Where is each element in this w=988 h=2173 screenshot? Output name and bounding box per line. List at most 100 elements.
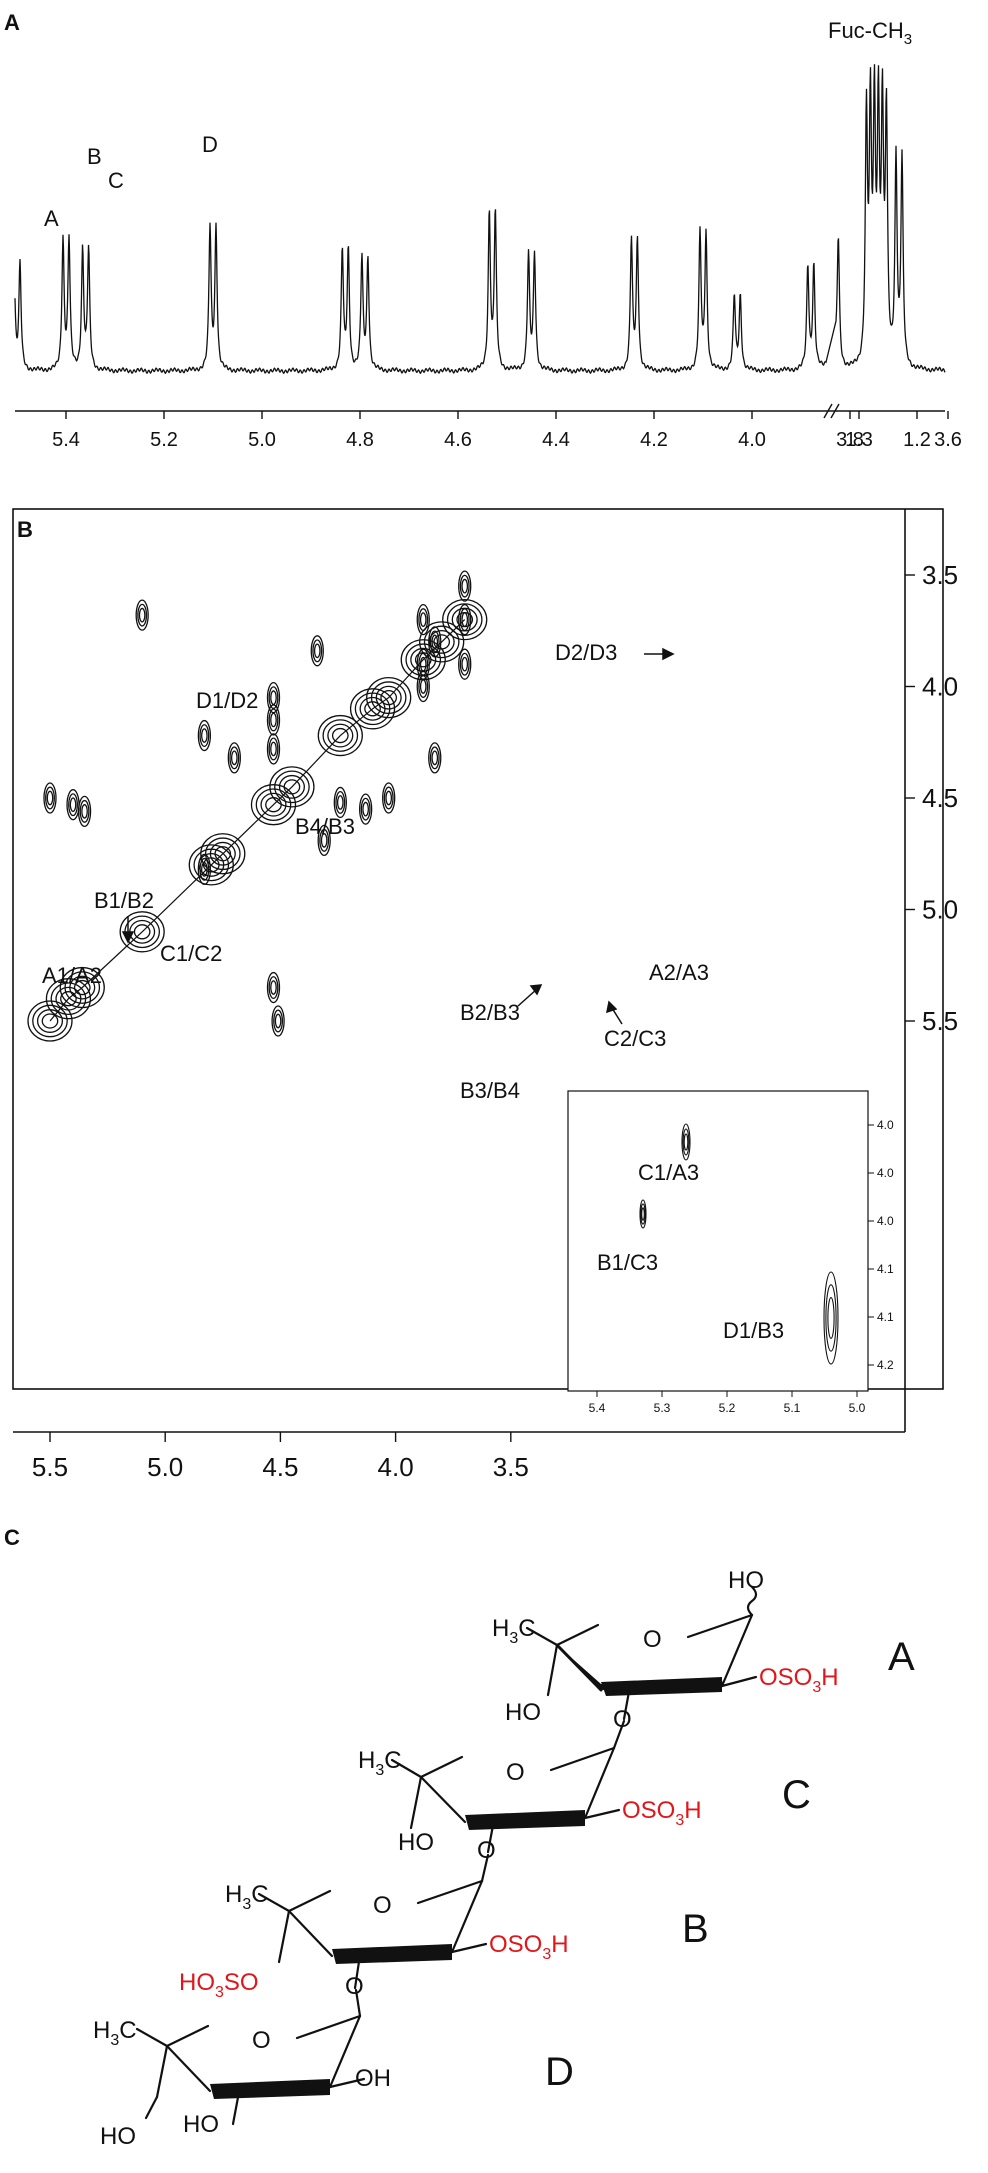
cross-peak xyxy=(227,742,241,774)
inset-y-tick-label: 4.1 xyxy=(877,1262,894,1276)
ring-oxygen: O xyxy=(252,2027,271,2054)
peak-label-d: D xyxy=(202,132,218,157)
panel-b-annotations: D1/D2 D2/D3 B4/B3 B1/B2 A1/A2 C1/C2 A2/A… xyxy=(42,640,709,1103)
diagonal-peak xyxy=(317,714,363,757)
cross-peak-contour xyxy=(200,833,246,875)
cross-peak xyxy=(66,789,80,821)
hydroxyl-label: HO xyxy=(100,2123,136,2150)
ring-d xyxy=(135,1988,366,2126)
panel-b-x-tick-label: 4.5 xyxy=(262,1452,298,1482)
panel-b-frame xyxy=(12,508,944,1390)
ring-oxygen-labels: O O O O xyxy=(252,1626,662,2054)
cross-peak xyxy=(458,570,472,602)
glycosidic-oxygen: O xyxy=(613,1706,632,1733)
inset-peak-contour xyxy=(825,1284,837,1352)
annotation-arrows xyxy=(121,647,675,1025)
cross-peak-contour xyxy=(230,750,238,766)
diagonal-peak xyxy=(250,784,297,826)
cross-peak-contour xyxy=(214,846,232,862)
cross-peak-contour xyxy=(271,1005,285,1037)
cross-peak-contour xyxy=(446,603,483,636)
cross-peak-contour xyxy=(45,786,55,810)
cross-peak-contour xyxy=(366,677,412,719)
hydroxyl-label: HO xyxy=(398,1829,434,1856)
inset-x-tick-label: 5.4 xyxy=(589,1401,606,1415)
panel-a-x-ticks: 5.4 5.2 5.0 4.8 4.6 4.4 4.2 4.0 3.8 3.6 1.3 1.2 xyxy=(52,411,962,451)
methyl-label: H3C xyxy=(358,1747,402,1779)
cross-peak-contour xyxy=(423,625,460,659)
cross-peak-contour xyxy=(405,643,442,677)
glycosidic-oxygen: O xyxy=(345,1973,364,2000)
cross-peak-contour xyxy=(459,652,470,676)
cosy-cross-peaks xyxy=(27,570,488,1042)
diagonal-peak xyxy=(366,677,412,719)
cross-peak-contour xyxy=(400,639,446,681)
cross-peak-contour xyxy=(135,599,149,631)
cross-peak xyxy=(266,704,281,736)
cross-peak-contour xyxy=(385,790,393,806)
residue-label-b: B xyxy=(682,1907,709,1951)
ring-oxygen: O xyxy=(506,1759,525,1786)
cross-peak-contour xyxy=(382,782,396,814)
cross-peak-contour xyxy=(431,750,439,766)
cross-peak-contour xyxy=(312,639,323,663)
ring-a xyxy=(525,1585,758,1721)
inset-x-tick-label: 5.2 xyxy=(719,1401,736,1415)
sulfate-label: OSO3H xyxy=(759,1664,839,1696)
cross-peak-contour xyxy=(320,833,328,848)
hydroxyl-label: HO xyxy=(183,2111,219,2138)
inset-y-tick-label: 4.2 xyxy=(877,1358,894,1372)
annot-d2-d3: D2/D3 xyxy=(555,640,617,665)
cross-peak-contour xyxy=(32,1004,68,1038)
cross-peak-contour xyxy=(428,629,455,654)
cross-peak-contour xyxy=(119,911,165,953)
cross-peak-contour xyxy=(428,742,442,774)
hydroxyl-label: HO xyxy=(505,1699,541,1726)
inset-peak-contour xyxy=(683,1133,689,1151)
cross-peak-contour xyxy=(429,630,440,654)
panel-b-y-tick-label: 4.5 xyxy=(922,783,958,813)
cross-peak-contour xyxy=(458,603,472,636)
cross-peak-contour xyxy=(319,828,330,852)
diagonal-peak xyxy=(59,966,105,1009)
panel-a-tick-label: 5.0 xyxy=(248,429,276,451)
cross-peak-contour xyxy=(227,742,241,774)
residue-label-d: D xyxy=(545,2050,574,2094)
cross-peak-contour xyxy=(77,795,92,828)
cross-peak-contour xyxy=(410,647,437,672)
cross-peak-contour xyxy=(268,976,279,1000)
proton-spectrum-trace xyxy=(14,64,946,375)
cross-peak xyxy=(310,635,324,667)
ring-oxygen: O xyxy=(643,1626,662,1653)
cross-peak-contour xyxy=(268,686,279,710)
residue-label-c: C xyxy=(782,1773,811,1817)
cross-peak-contour xyxy=(327,723,354,748)
cross-peak-contour xyxy=(81,804,88,819)
cross-peak-contour xyxy=(456,611,474,628)
inset-x-tick-label: 5.0 xyxy=(849,1401,866,1415)
cross-peak-contour xyxy=(451,607,478,632)
panel-b-y-tick-label: 4.0 xyxy=(922,672,958,702)
methyl-label: H3C xyxy=(225,1881,269,1913)
cross-peak-contour xyxy=(270,980,277,995)
annot-b1-b2: B1/B2 xyxy=(94,888,154,913)
cross-peak-contour xyxy=(133,924,151,940)
panel-a-tick-label: 3.6 xyxy=(934,429,962,451)
panel-b-x-tick-label: 5.5 xyxy=(32,1452,68,1482)
cross-peak-contour xyxy=(461,656,469,672)
cross-peak xyxy=(77,795,92,828)
cross-peak-contour xyxy=(266,733,281,765)
annot-c2-c3: C2/C3 xyxy=(604,1026,666,1051)
cross-peak xyxy=(428,742,442,774)
cross-peak-contour xyxy=(43,782,57,814)
cross-peak-contour xyxy=(380,690,398,706)
cross-peak-contour xyxy=(458,570,472,602)
inset-peak-contour xyxy=(682,1128,690,1156)
glycosidic-oxygen: O xyxy=(477,1837,496,1864)
cross-peak-contour xyxy=(358,793,373,825)
inset-y-tick-label: 4.0 xyxy=(877,1166,894,1180)
cross-peak-contour xyxy=(188,844,234,886)
tetrasaccharide-structure xyxy=(135,1585,758,2126)
hydroxyl-label: HO xyxy=(728,1567,764,1594)
